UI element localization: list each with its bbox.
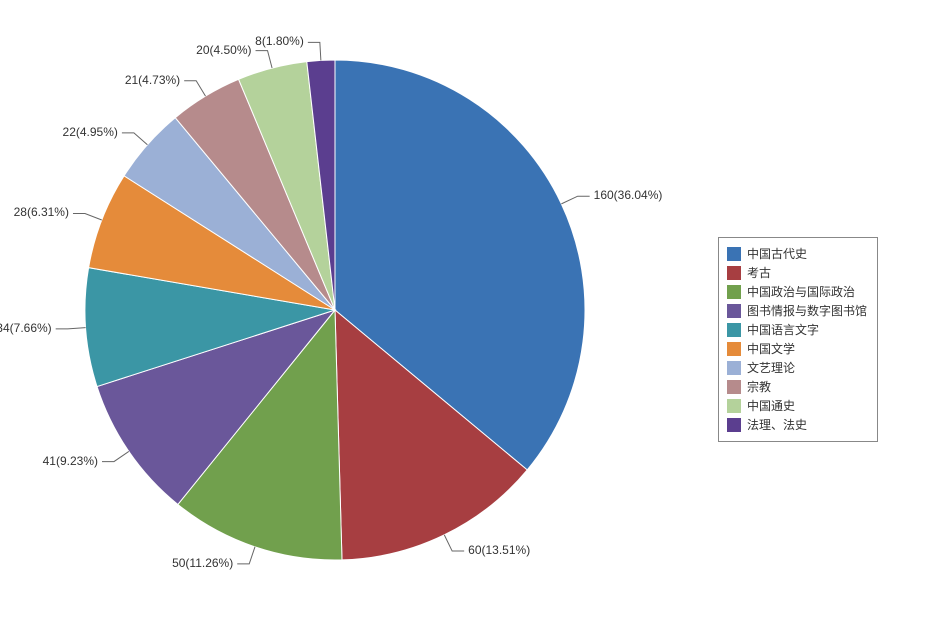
- legend-swatch: [727, 342, 741, 356]
- legend-label: 考古: [747, 264, 771, 282]
- legend-swatch: [727, 399, 741, 413]
- slice-label: 60(13.51%): [468, 543, 530, 557]
- legend-swatch: [727, 323, 741, 337]
- legend-label: 文艺理论: [747, 359, 795, 377]
- legend-item[interactable]: 文艺理论: [727, 359, 867, 377]
- legend-item[interactable]: 中国古代史: [727, 245, 867, 263]
- legend-item[interactable]: 图书情报与数字图书馆: [727, 302, 867, 320]
- legend-swatch: [727, 266, 741, 280]
- slice-label: 21(4.73%): [125, 73, 180, 87]
- legend-item[interactable]: 中国通史: [727, 397, 867, 415]
- legend-item[interactable]: 中国政治与国际政治: [727, 283, 867, 301]
- slice-label: 28(6.31%): [14, 205, 69, 219]
- leader-line: [444, 535, 464, 551]
- legend-label: 中国古代史: [747, 245, 807, 263]
- legend-item[interactable]: 考古: [727, 264, 867, 282]
- slice-label: 41(9.23%): [43, 454, 98, 468]
- slice-label: 22(4.95%): [63, 125, 118, 139]
- legend-swatch: [727, 304, 741, 318]
- legend-label: 法理、法史: [747, 416, 807, 434]
- leader-line: [122, 133, 148, 145]
- legend-item[interactable]: 中国文学: [727, 340, 867, 358]
- legend-swatch: [727, 380, 741, 394]
- slice-label: 160(36.04%): [594, 188, 663, 202]
- legend-label: 图书情报与数字图书馆: [747, 302, 867, 320]
- legend-label: 中国政治与国际政治: [747, 283, 855, 301]
- leader-line: [561, 196, 589, 204]
- legend-swatch: [727, 247, 741, 261]
- slice-label: 50(11.26%): [172, 556, 233, 570]
- legend-item[interactable]: 中国语言文字: [727, 321, 867, 339]
- leader-line: [237, 547, 255, 564]
- legend-label: 中国通史: [747, 397, 795, 415]
- legend-swatch: [727, 361, 741, 375]
- legend-label: 宗教: [747, 378, 771, 396]
- leader-line: [102, 451, 129, 461]
- leader-line: [256, 51, 273, 68]
- legend-item[interactable]: 宗教: [727, 378, 867, 396]
- legend-swatch: [727, 285, 741, 299]
- legend-box: 中国古代史考古中国政治与国际政治图书情报与数字图书馆中国语言文字中国文学文艺理论…: [718, 237, 878, 442]
- leader-line: [184, 81, 205, 96]
- leader-line: [73, 213, 102, 219]
- legend-label: 中国语言文字: [747, 321, 819, 339]
- legend-label: 中国文学: [747, 340, 795, 358]
- legend-swatch: [727, 418, 741, 432]
- leader-line: [308, 42, 321, 60]
- pie-chart-container: 160(36.04%) 60(13.51%) 50(11.26%) 41(9.23%)…: [0, 0, 945, 622]
- legend-item[interactable]: 法理、法史: [727, 416, 867, 434]
- leader-line: [56, 328, 86, 329]
- slice-label: 34(7.66%): [0, 321, 52, 335]
- slice-label: 20(4.50%): [196, 43, 251, 57]
- slice-label: 8(1.80%): [255, 34, 304, 48]
